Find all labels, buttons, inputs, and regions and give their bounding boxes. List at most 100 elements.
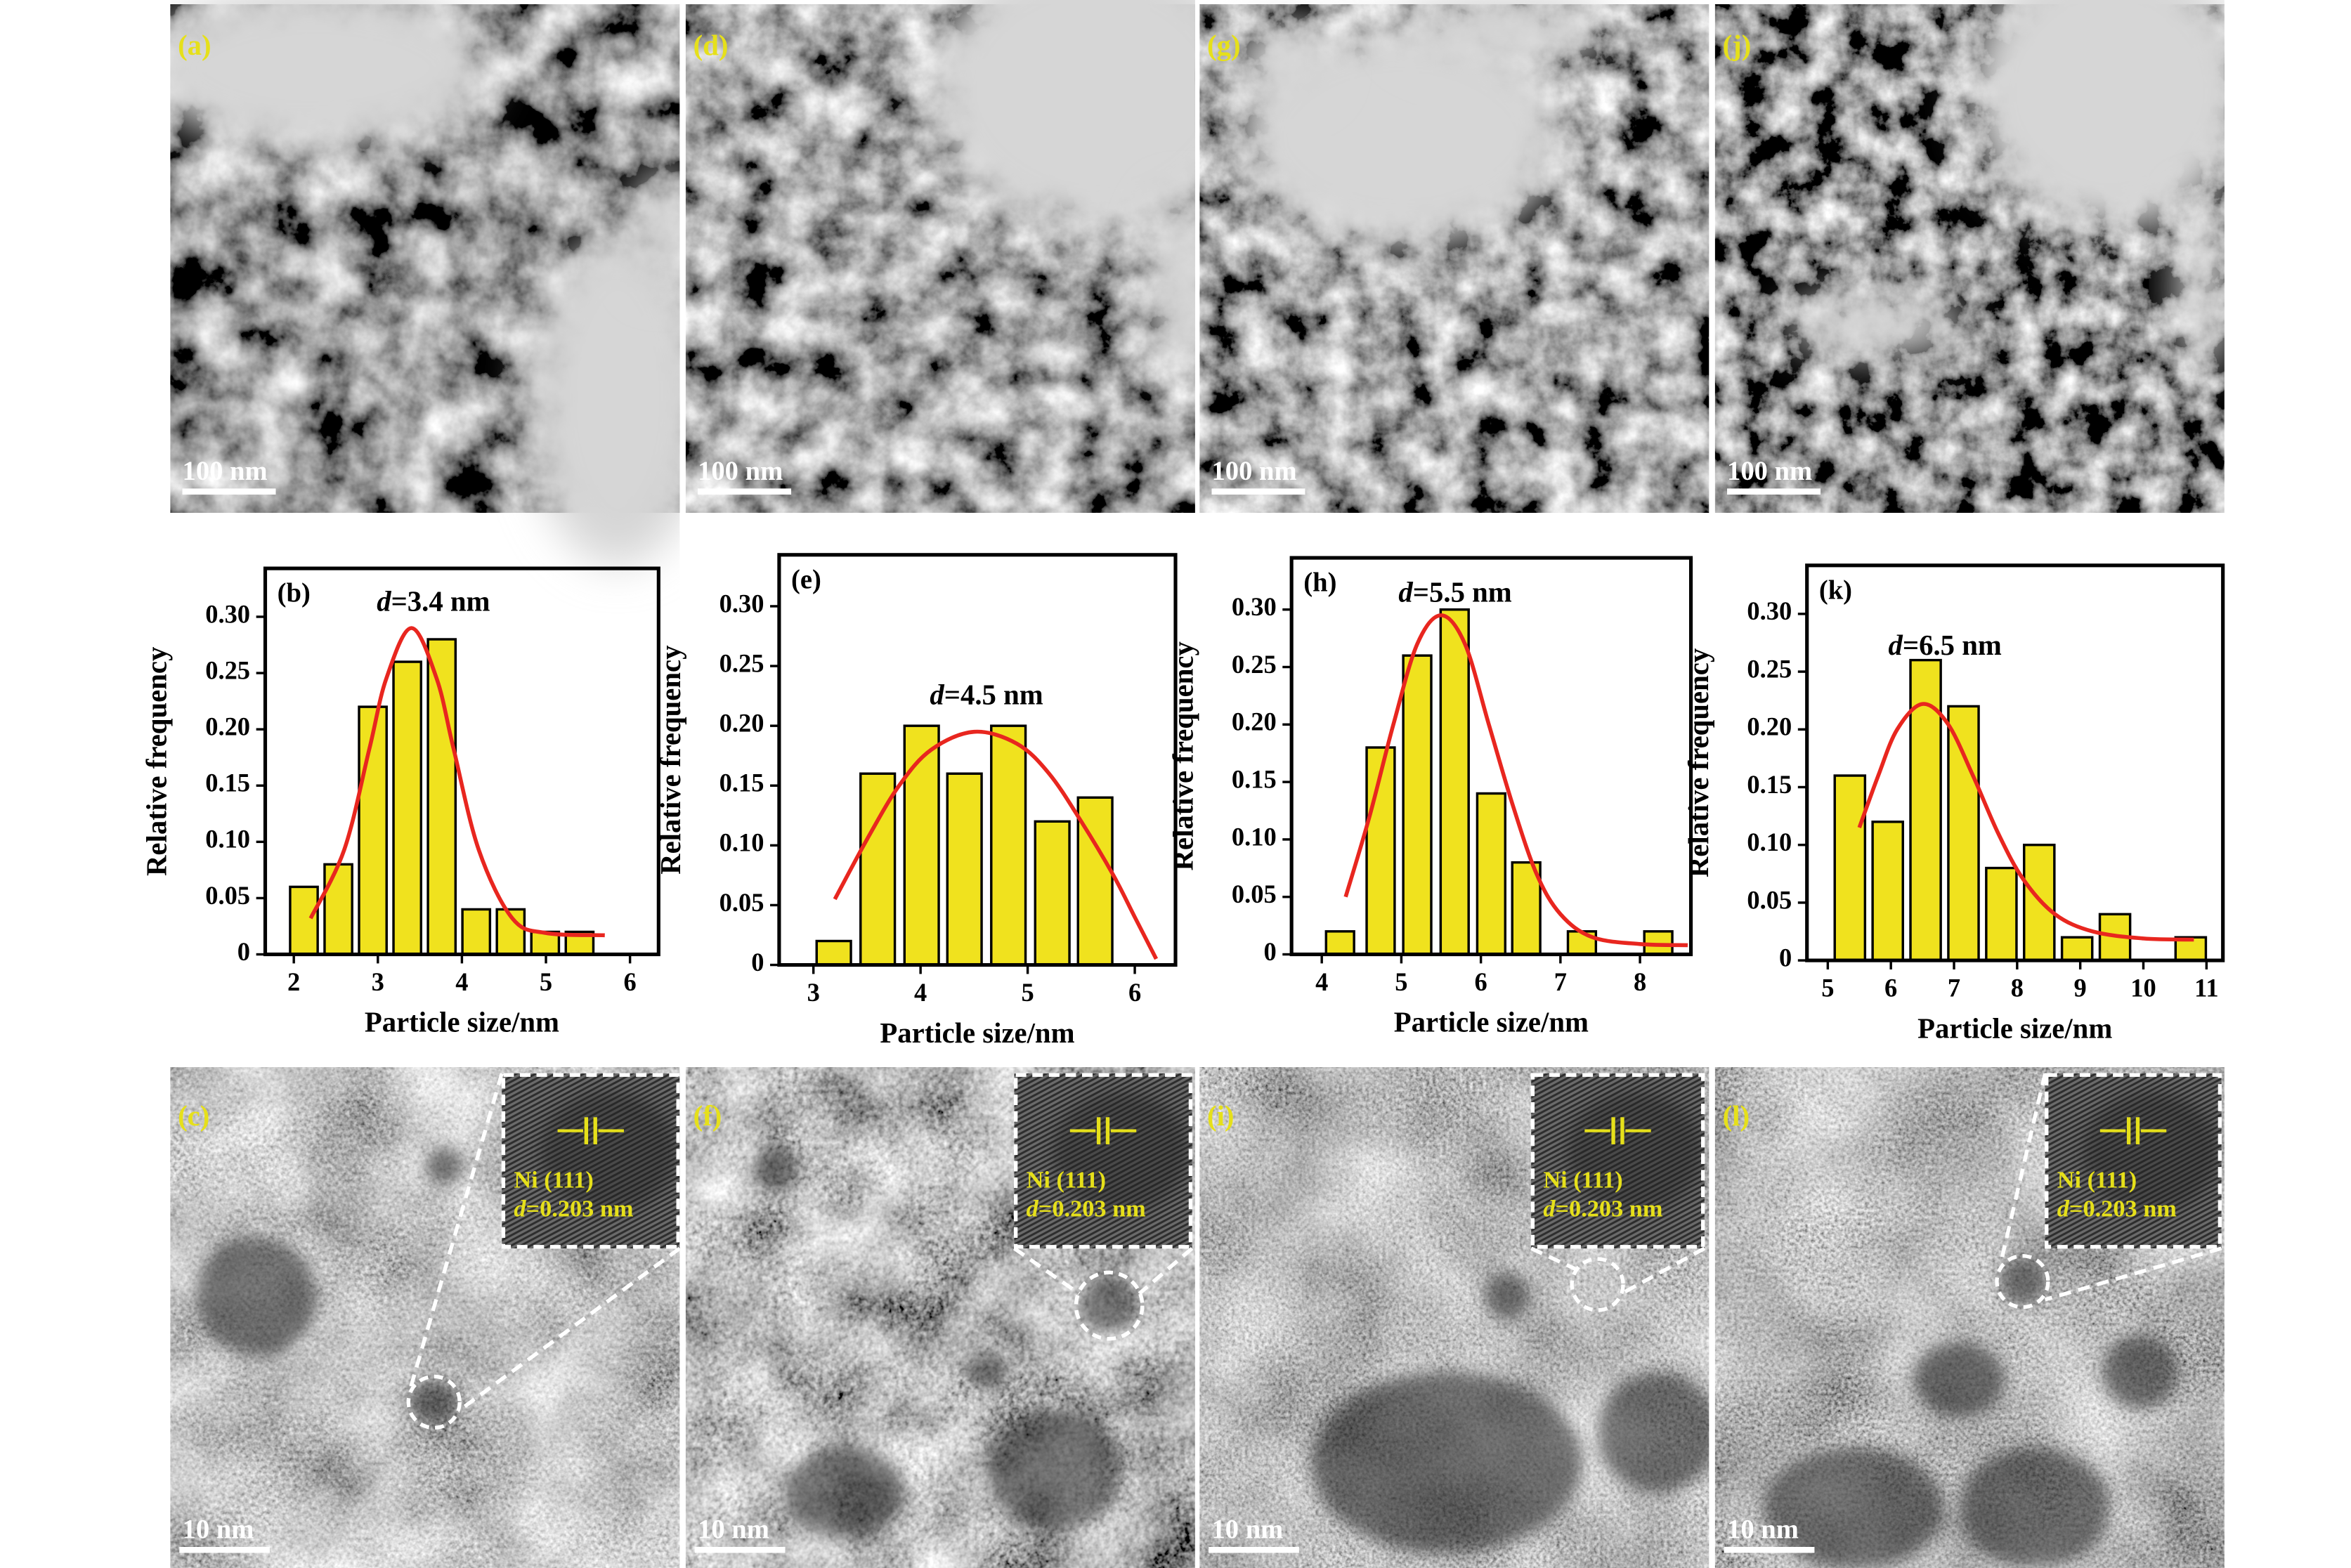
y-tick-label: 0.25 xyxy=(1747,655,1792,683)
bar xyxy=(2023,843,2056,962)
x-tick-label: 5 xyxy=(1021,979,1034,1007)
hrtem-image xyxy=(1714,1067,2225,1568)
dark-particle xyxy=(1998,1257,2047,1306)
inset-plane: Ni (111) xyxy=(514,1166,593,1193)
fit-curve xyxy=(1857,702,2194,942)
scale-bar-label: 10 nm xyxy=(1211,1515,1283,1544)
scale-bar-label: 100 nm xyxy=(1727,457,1812,486)
dark-particle xyxy=(408,1380,460,1423)
fit-curve xyxy=(1343,613,1688,948)
panel-label: (i) xyxy=(1207,1100,1234,1132)
bright-region xyxy=(1967,0,2225,234)
zoom-circle xyxy=(1995,1254,2050,1309)
panel-label: (g) xyxy=(1207,30,1241,61)
scale-bar-label: 10 nm xyxy=(183,1515,254,1544)
x-axis-label: Particle size/nm xyxy=(880,1017,1074,1049)
y-axis-label: Relative frequency xyxy=(1167,641,1199,870)
x-tick-label: 8 xyxy=(2011,974,2024,1002)
x-tick-label: 3 xyxy=(807,979,820,1007)
fit-curve xyxy=(833,729,1159,960)
x-tick-label: 7 xyxy=(1554,968,1567,996)
dark-particle xyxy=(1597,1372,1709,1493)
x-tick-label: 8 xyxy=(1634,968,1646,996)
scale-bar-label: 10 nm xyxy=(698,1515,769,1544)
dark-particle xyxy=(1763,1447,1944,1568)
x-axis-label: Particle size/nm xyxy=(1917,1012,2112,1044)
y-tick-label: 0.10 xyxy=(205,825,250,854)
dark-particle xyxy=(426,1147,463,1184)
bar xyxy=(903,724,940,967)
zoom-line xyxy=(457,1246,680,1413)
bar xyxy=(358,705,388,956)
y-axis-label: Relative frequency xyxy=(1683,648,1714,877)
x-tick-label: 9 xyxy=(2074,974,2087,1002)
annotation-var: d xyxy=(930,679,944,711)
spacing-var: d xyxy=(2057,1195,2070,1222)
plot-frame xyxy=(1289,556,1693,957)
inset-border xyxy=(501,1073,680,1249)
spacing-value: =0.203 nm xyxy=(526,1195,634,1222)
y-tick-label: 0 xyxy=(751,948,764,976)
dark-particle xyxy=(1079,1278,1140,1333)
bar xyxy=(1402,654,1433,956)
y-tick-label: 0 xyxy=(1263,938,1276,966)
x-tick-label: 4 xyxy=(455,968,468,996)
x-axis-label: Particle size/nm xyxy=(365,1007,559,1038)
y-tick-label: 0.20 xyxy=(205,713,250,741)
dark-particle xyxy=(753,1146,799,1191)
plot-frame xyxy=(263,566,660,957)
annotation-value: =6.5 nm xyxy=(1903,629,2002,661)
y-tick-label: 0.30 xyxy=(1747,597,1792,625)
tem-image xyxy=(685,0,1195,513)
bar xyxy=(1985,866,2018,962)
x-tick-label: 6 xyxy=(624,968,637,996)
bright-region xyxy=(632,166,680,287)
annotation-var: d xyxy=(1889,629,1903,661)
bar xyxy=(461,908,492,956)
inset-spacing: d=0.203 nm xyxy=(2057,1195,2177,1222)
y-tick-label: 0.10 xyxy=(1747,828,1792,856)
zoom-line xyxy=(1138,1246,1194,1295)
x-tick-label: 7 xyxy=(1948,974,1960,1002)
zoom-line xyxy=(1012,1246,1081,1295)
y-tick-label: 0.05 xyxy=(1232,880,1277,908)
x-tick-label: 4 xyxy=(1315,968,1328,996)
y-tick-label: 0.25 xyxy=(1232,651,1277,679)
bar xyxy=(2060,936,2094,962)
annotation-value: =3.4 nm xyxy=(391,586,490,618)
inset-plane: Ni (111) xyxy=(2057,1166,2137,1193)
bar xyxy=(1833,774,1867,962)
bar xyxy=(1871,821,1904,962)
tem-image xyxy=(1714,0,2225,513)
annotation-var: d xyxy=(1398,577,1413,608)
tem-image xyxy=(170,0,680,566)
y-tick-label: 0.05 xyxy=(719,889,764,917)
y-tick-label: 0.25 xyxy=(719,649,764,677)
dark-particle xyxy=(1311,1372,1583,1553)
y-tick-label: 0.15 xyxy=(1747,771,1792,799)
fit-annotation: d=6.5 nm xyxy=(1889,629,2002,661)
inset-plane: Ni (111) xyxy=(1543,1166,1622,1193)
y-tick-label: 0 xyxy=(1779,943,1792,972)
bright-region xyxy=(170,0,490,151)
inset-shade xyxy=(2083,1092,2219,1213)
inset-shade xyxy=(1053,1092,1189,1213)
inset-border xyxy=(2045,1073,2222,1249)
bright-region xyxy=(527,233,680,566)
bar xyxy=(426,638,457,956)
y-tick-label: 0.30 xyxy=(205,600,250,628)
panel-label: (j) xyxy=(1723,30,1752,61)
panel-label: (f) xyxy=(693,1100,722,1132)
y-tick-label: 0.15 xyxy=(719,769,764,797)
inset-spacing: d=0.203 nm xyxy=(1543,1195,1662,1222)
bright-region xyxy=(1235,22,1327,98)
dark-particle xyxy=(783,1447,904,1538)
annotation-value: =4.5 nm xyxy=(944,679,1043,711)
inset-border xyxy=(1013,1073,1193,1249)
dark-particle xyxy=(2102,1334,2178,1410)
dark-particle xyxy=(986,1409,1123,1531)
y-tick-label: 0.25 xyxy=(205,656,250,684)
